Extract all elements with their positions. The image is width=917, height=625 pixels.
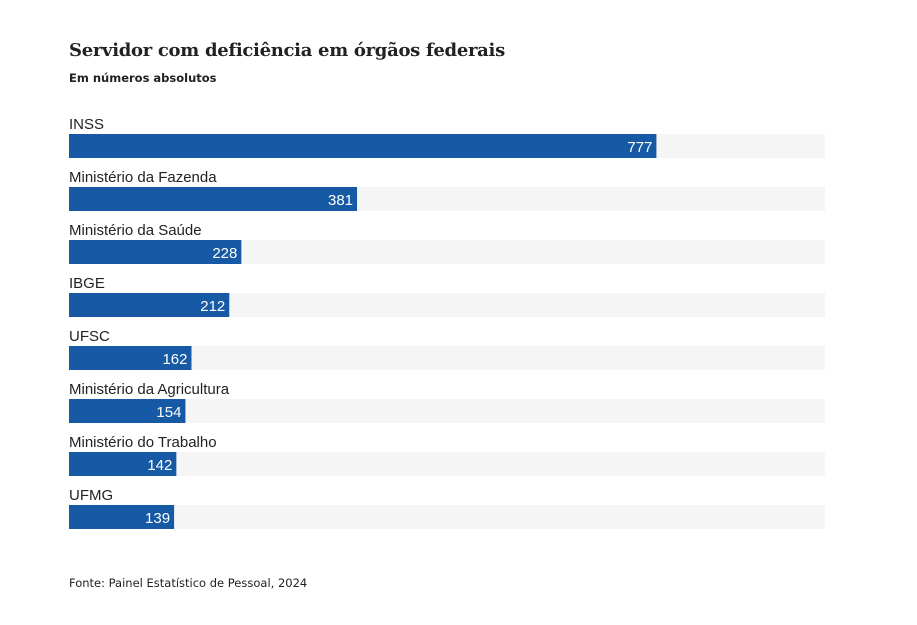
bar-track [69, 452, 825, 476]
category-label: Ministério da Fazenda [69, 169, 217, 186]
bar-track [69, 399, 825, 423]
bar [69, 505, 175, 529]
value-label: 142 [147, 457, 172, 474]
bar-row: IBGE 212 [69, 275, 825, 317]
bar-row: UFSC 162 [69, 328, 825, 370]
chart-source: Fonte: Painel Estatístico de Pessoal, 20… [69, 576, 308, 590]
category-label: Ministério da Saúde [69, 222, 202, 239]
category-label: UFMG [69, 487, 113, 504]
bar-track [69, 505, 825, 529]
value-label: 777 [627, 139, 652, 156]
bar [69, 293, 230, 317]
bar-row: Ministério da Saúde 228 [69, 222, 825, 264]
value-label: 381 [328, 192, 353, 209]
chart-title: Servidor com deficiência em órgãos feder… [69, 40, 505, 61]
value-label: 154 [156, 404, 181, 421]
bar [69, 187, 358, 211]
category-label: IBGE [69, 275, 105, 292]
bar-track [69, 346, 825, 370]
bar-row: INSS 777 [69, 116, 825, 158]
bar-row: Ministério da Agricultura 154 [69, 381, 825, 423]
bar-row: Ministério do Trabalho 142 [69, 434, 825, 476]
bar [69, 134, 657, 158]
category-label: Ministério da Agricultura [69, 381, 230, 398]
bar-row: Ministério da Fazenda 381 [69, 169, 825, 211]
bar [69, 399, 186, 423]
value-label: 212 [200, 298, 225, 315]
category-label: Ministério do Trabalho [69, 434, 217, 451]
chart-subtitle: Em números absolutos [69, 71, 217, 85]
value-label: 228 [212, 245, 237, 262]
category-label: UFSC [69, 328, 110, 345]
bar [69, 452, 177, 476]
value-label: 162 [162, 351, 187, 368]
bar-row: UFMG 139 [69, 487, 825, 529]
category-label: INSS [69, 116, 104, 133]
bar [69, 346, 192, 370]
bar [69, 240, 242, 264]
value-label: 139 [145, 510, 170, 527]
